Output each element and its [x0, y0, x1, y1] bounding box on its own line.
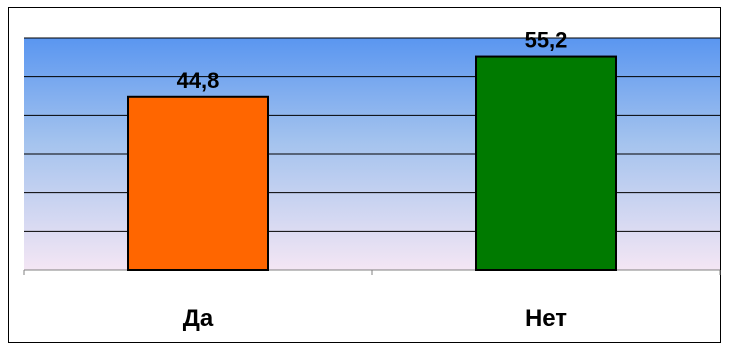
category-label: Да: [183, 305, 214, 332]
bar-net: [475, 55, 617, 272]
data-label: 55,2: [525, 28, 568, 53]
labels: 44,8 Да 55,2 Нет: [177, 28, 568, 332]
category-label: Нет: [525, 305, 567, 332]
bars: [127, 55, 617, 272]
bar-da: [127, 95, 269, 271]
data-label: 44,8: [177, 68, 220, 93]
